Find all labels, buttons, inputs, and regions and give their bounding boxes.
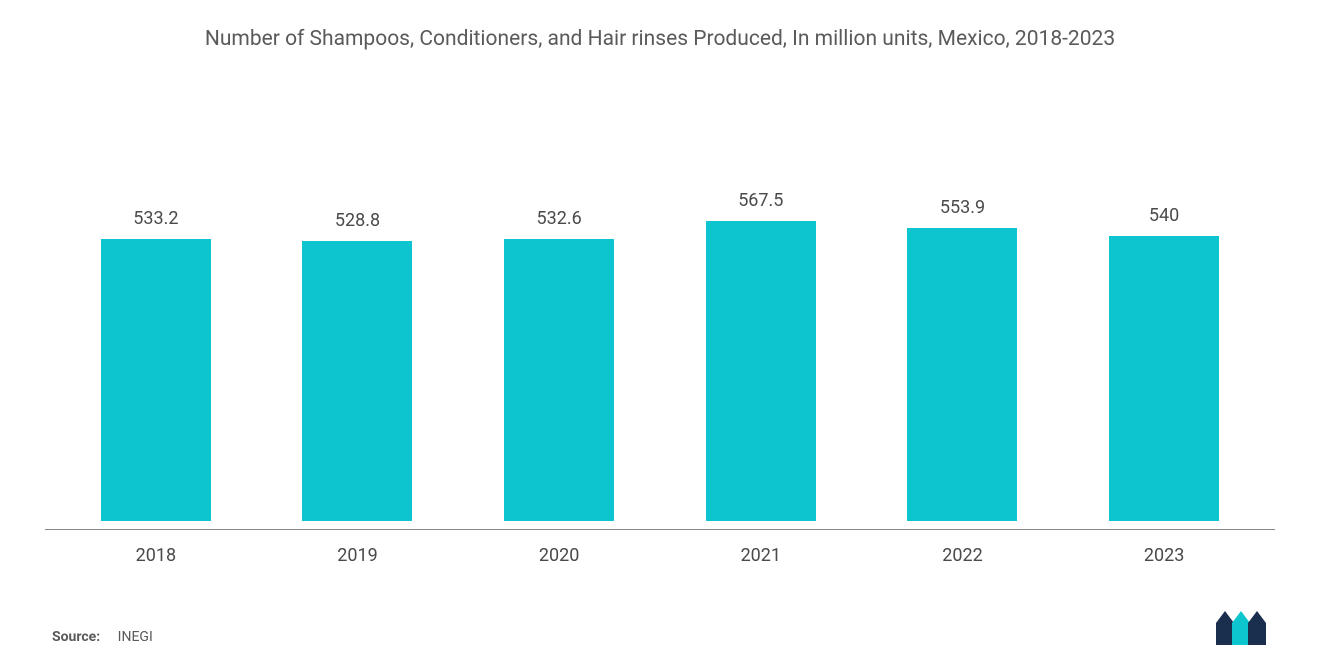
x-tick-label: 2020 bbox=[504, 545, 614, 566]
bar bbox=[907, 228, 1017, 521]
bar-group: 532.6 bbox=[504, 208, 614, 521]
bar-value-label: 532.6 bbox=[537, 208, 582, 229]
plot-area: 533.2 528.8 532.6 567.5 553.9 540 bbox=[45, 104, 1275, 530]
x-tick-label: 2018 bbox=[101, 545, 211, 566]
bar-group: 553.9 bbox=[907, 197, 1017, 521]
x-axis: 2018 2019 2020 2021 2022 2023 bbox=[45, 530, 1275, 566]
bar-value-label: 553.9 bbox=[940, 197, 985, 218]
bar-group: 567.5 bbox=[706, 190, 816, 521]
bar-value-label: 533.2 bbox=[133, 208, 178, 229]
bar bbox=[302, 241, 412, 521]
bar bbox=[504, 239, 614, 521]
source-label: Source: bbox=[52, 629, 100, 645]
bar-value-label: 528.8 bbox=[335, 210, 380, 231]
bar-group: 528.8 bbox=[302, 210, 412, 521]
x-tick-label: 2023 bbox=[1109, 545, 1219, 566]
brand-logo-icon bbox=[1216, 611, 1268, 645]
bar-group: 540 bbox=[1109, 205, 1219, 521]
chart-container: Number of Shampoos, Conditioners, and Ha… bbox=[0, 0, 1320, 665]
x-tick-label: 2022 bbox=[907, 545, 1017, 566]
source-citation: Source: INEGI bbox=[52, 629, 153, 645]
bar-value-label: 540 bbox=[1149, 205, 1179, 226]
bar-group: 533.2 bbox=[101, 208, 211, 521]
bar bbox=[101, 239, 211, 521]
bar bbox=[1109, 236, 1219, 521]
bar-value-label: 567.5 bbox=[738, 190, 783, 211]
chart-footer: Source: INEGI bbox=[45, 611, 1275, 645]
source-value: INEGI bbox=[118, 629, 153, 645]
bar bbox=[706, 221, 816, 521]
x-tick-label: 2021 bbox=[706, 545, 816, 566]
chart-title: Number of Shampoos, Conditioners, and Ha… bbox=[45, 25, 1275, 54]
x-tick-label: 2019 bbox=[302, 545, 412, 566]
